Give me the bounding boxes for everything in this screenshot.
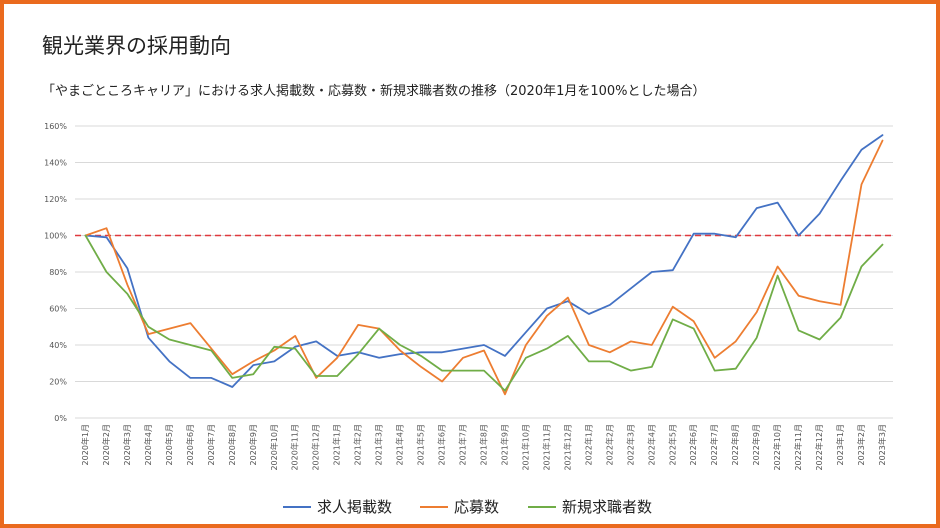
x-tick-label: 2021年1月 [332,424,342,465]
x-tick-label: 2020年6月 [185,424,195,465]
x-tick-label: 2021年7月 [458,424,468,465]
x-tick-label: 2022年8月 [730,424,740,465]
y-tick-label: 160% [44,122,67,131]
y-tick-label: 80% [49,268,67,277]
x-tick-label: 2021年3月 [374,424,384,465]
chart-title: 「やまごところキャリア」における求人掲載数・応募数・新規求職者数の推移（2020… [42,84,706,99]
x-tick-label: 2021年10月 [520,424,530,471]
y-tick-label: 40% [49,341,67,350]
x-tick-label: 2023年2月 [856,424,866,465]
x-tick-label: 2021年12月 [562,424,572,471]
x-tick-label: 2020年5月 [164,424,174,465]
x-tick-label: 2022年9月 [751,424,761,465]
x-tick-label: 2021年4月 [395,424,405,465]
series-line-3 [84,234,884,392]
x-tick-label: 2020年10月 [269,424,279,471]
x-tick-label: 2022年10月 [772,424,782,471]
y-tick-label: 60% [49,305,67,314]
x-tick-label: 2022年2月 [604,424,614,465]
x-tick-label: 2020年4月 [143,424,153,465]
x-tick-label: 2020年2月 [101,424,111,465]
x-tick-label: 2023年3月 [877,424,887,465]
x-tick-label: 2021年6月 [437,424,447,465]
x-tick-label: 2021年2月 [353,424,363,465]
x-tick-label: 2022年11月 [793,424,803,471]
x-tick-label: 2022年4月 [646,424,656,465]
x-tick-label: 2022年3月 [625,424,635,465]
x-tick-label: 2020年1月 [80,424,90,465]
y-tick-label: 140% [44,159,67,168]
x-tick-label: 2020年3月 [122,424,132,465]
x-tick-label: 2021年5月 [416,424,426,465]
legend-label-2: 応募数 [454,498,499,516]
y-tick-label: 100% [44,232,67,241]
series-line-1 [84,134,884,388]
x-tick-label: 2022年6月 [688,424,698,465]
x-tick-label: 2022年5月 [667,424,677,465]
y-tick-label: 20% [49,378,67,387]
x-tick-label: 2020年12月 [311,424,321,471]
x-tick-label: 2023年1月 [835,424,845,465]
x-tick-label: 2020年11月 [290,424,300,471]
x-tick-label: 2022年1月 [583,424,593,465]
x-tick-label: 2021年8月 [479,424,489,465]
x-tick-label: 2020年9月 [248,424,258,465]
x-tick-label: 2021年11月 [541,424,551,471]
series-line-2 [84,139,884,396]
x-tick-label: 2022年7月 [709,424,719,465]
page-title: 観光業界の採用動向 [42,34,231,58]
y-tick-label: 0% [54,414,67,423]
legend-label-1: 求人掲載数 [317,498,392,516]
y-tick-label: 120% [44,195,67,204]
legend-label-3: 新規求職者数 [562,498,652,516]
x-tick-label: 2020年8月 [227,424,237,465]
x-tick-label: 2020年7月 [206,424,216,465]
x-tick-label: 2021年9月 [499,424,509,465]
x-tick-label: 2022年12月 [814,424,824,471]
